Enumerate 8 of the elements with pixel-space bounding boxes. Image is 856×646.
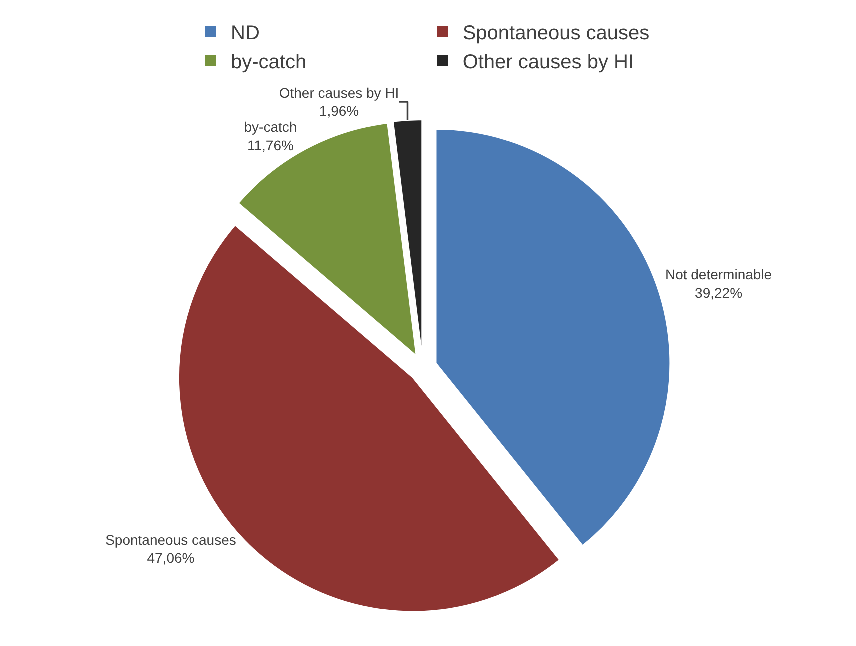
data-label: Other causes by HI 1,96% bbox=[279, 84, 400, 120]
legend-label: ND bbox=[231, 22, 260, 45]
legend-label: Other causes by HI bbox=[462, 52, 634, 74]
data-label: Not determinable 39,22% bbox=[665, 266, 772, 301]
legend-label: by-catch bbox=[231, 52, 307, 74]
data-label: by-catch 11,76% bbox=[244, 119, 298, 154]
data-label: Spontaneous causes 47,06% bbox=[106, 532, 236, 566]
legend-label: Spontaneous causes bbox=[462, 22, 650, 45]
